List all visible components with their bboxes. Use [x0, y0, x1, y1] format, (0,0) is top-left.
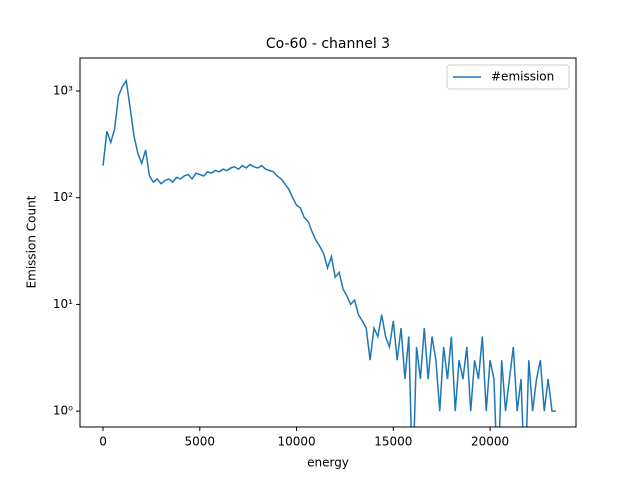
chart-title: Co-60 - channel 3 — [266, 36, 390, 52]
x-tick-label: 20000 — [471, 435, 509, 449]
x-tick-label: 0 — [99, 435, 107, 449]
plot-frame — [79, 57, 577, 428]
x-axis-label: energy — [307, 456, 349, 470]
x-tick-label: 5000 — [185, 435, 216, 449]
y-tick-label: 10³ — [53, 84, 73, 98]
x-tick-label: 15000 — [374, 435, 412, 449]
series-line — [102, 78, 556, 427]
legend-box — [446, 64, 570, 90]
y-tick-label: 10⁰ — [53, 404, 73, 418]
y-axis-label: Emission Count — [25, 195, 39, 288]
y-tick-label: 10¹ — [53, 297, 73, 311]
legend-label: #emission — [491, 70, 554, 84]
y-tick-label: 10² — [53, 190, 73, 204]
x-tick-label: 10000 — [277, 435, 315, 449]
